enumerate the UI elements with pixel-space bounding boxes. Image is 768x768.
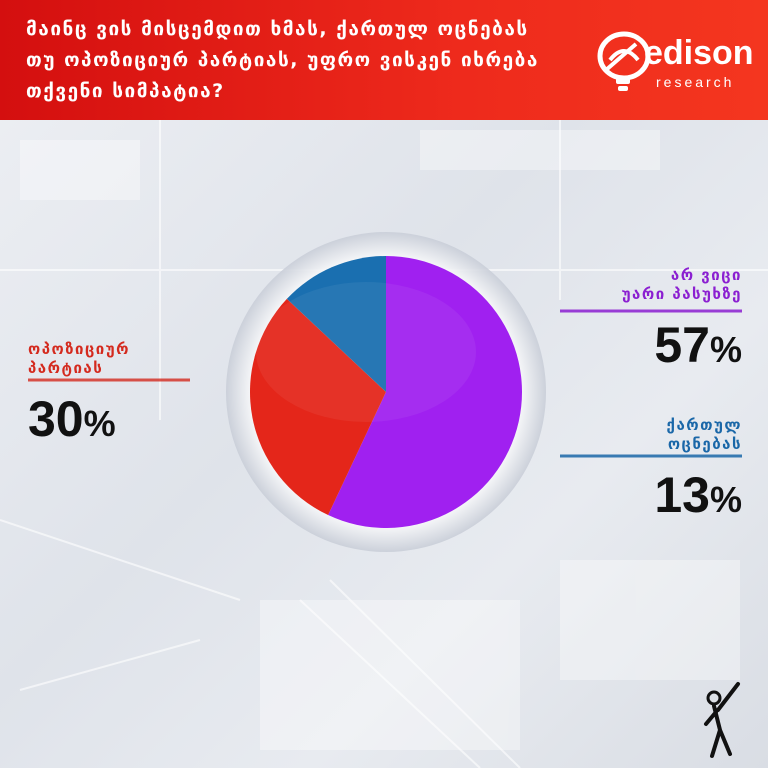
edison-research-logo: edison research — [596, 22, 756, 102]
slice-name-line1: არ ვიცი — [670, 266, 742, 284]
pie-highlight — [256, 282, 476, 422]
slice-name-line2: უარი პასუხზე — [621, 285, 742, 303]
percent-sign: % — [83, 403, 116, 444]
slice-name-line1: ოპოზიციურ — [28, 340, 130, 358]
question-title: მაინც ვის მისცემდით ხმას, ქართულ ოცნებას… — [26, 18, 539, 102]
slice-name-line2: ოცნებას — [667, 435, 742, 453]
percent-sign: % — [709, 479, 742, 520]
percent-number: 57 — [654, 317, 710, 373]
slice-name-line2: პარტიას — [28, 359, 104, 377]
header-banner: მაინც ვის მისცემდით ხმას, ქართულ ოცნებას… — [0, 0, 768, 120]
pie-slice — [286, 256, 386, 392]
slice-label-georgian-dream: ქართულ ოცნებას 13% — [654, 416, 742, 524]
slice-name-line1: ქართულ — [666, 416, 742, 434]
person-raising-arm-icon — [704, 682, 740, 758]
pie-slice — [249, 298, 386, 516]
pie-slice — [328, 256, 523, 528]
slice-label-dont-know: არ ვიცი უარი პასუხზე 57% — [622, 266, 742, 374]
slice-percent: 13% — [654, 466, 742, 524]
slice-label-opposition: ოპოზიციურ პარტიას 30% — [28, 340, 130, 448]
logo-subtitle: research — [656, 74, 735, 90]
percent-number: 30 — [28, 391, 84, 447]
logo-wordmark: edison — [644, 34, 754, 72]
lightbulb-logo-icon — [597, 31, 651, 91]
percent-number: 13 — [654, 467, 710, 523]
slice-percent: 57% — [622, 316, 742, 374]
percent-sign: % — [709, 329, 742, 370]
slice-percent: 30% — [28, 390, 130, 448]
